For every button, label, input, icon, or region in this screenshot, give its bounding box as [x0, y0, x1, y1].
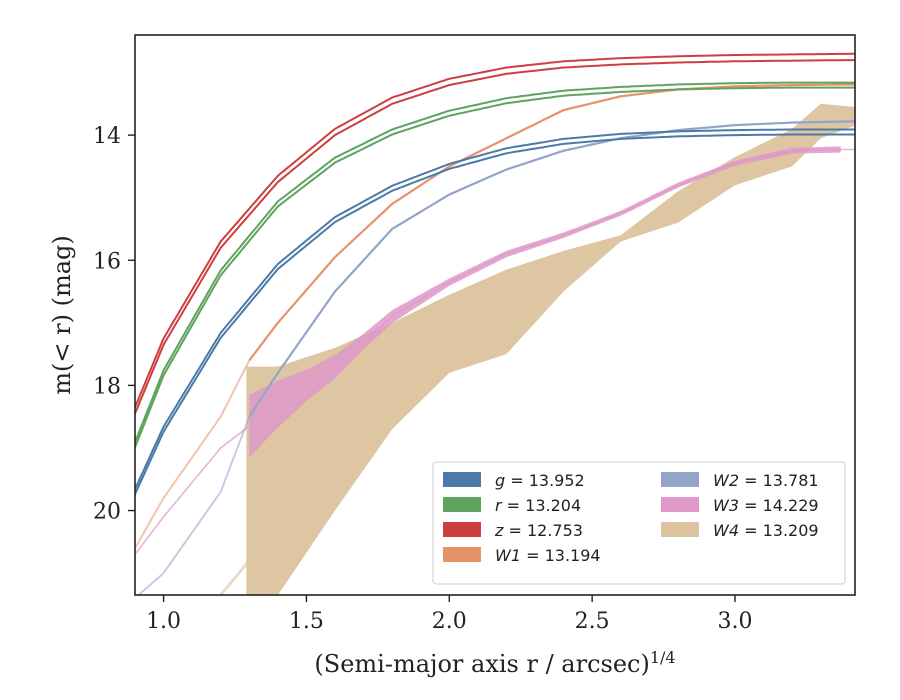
series-w1-faint [135, 359, 251, 549]
legend-entry-z: z = 12.753 [443, 521, 583, 540]
series-w2 [137, 120, 855, 595]
x-tick-label: 3.0 [718, 609, 753, 634]
series-w3-line [135, 148, 855, 555]
x-axis-label: (Semi-major axis r / arcsec)1/4 [314, 648, 675, 678]
series-z-upper [135, 52, 855, 408]
legend-label-g: g = 13.952 [495, 471, 585, 490]
series-z-lower [135, 59, 855, 414]
legend-entry-w2: W2 = 13.781 [661, 471, 819, 490]
series-w3 [135, 146, 855, 555]
legend-label-w1: W1 = 13.194 [495, 546, 601, 565]
series-r [135, 81, 855, 448]
legend-label-w3: W3 = 14.229 [713, 496, 819, 515]
y-axis: 14 16 18 20 [93, 124, 135, 525]
y-tick-label: 14 [93, 124, 121, 149]
y-tick-label: 18 [93, 374, 121, 399]
legend-swatch-w2 [661, 472, 699, 487]
y-axis-label: m(< r) (mag) [48, 235, 76, 394]
series-r-lower [135, 86, 855, 448]
legend-label-z: z = 12.753 [494, 521, 583, 540]
legend-entry-r: r = 13.204 [443, 496, 581, 515]
legend-swatch-z [443, 522, 481, 537]
series-g-upper [135, 128, 855, 490]
legend-swatch-w4 [661, 522, 699, 537]
legend: g = 13.952 r = 13.204 z = 12.753 W1 = 13.19… [432, 461, 846, 585]
legend-swatch-w1 [443, 547, 481, 562]
series-z [135, 52, 855, 414]
legend-label-w2: W2 = 13.781 [713, 471, 819, 490]
x-tick-label: 2.5 [575, 609, 610, 634]
series-r-upper [135, 81, 855, 443]
legend-entry-g: g = 13.952 [443, 471, 585, 490]
series-w2-faint [137, 416, 251, 595]
legend-swatch-w3 [661, 497, 699, 512]
series-w2-line [248, 120, 855, 418]
legend-entry-w1: W1 = 13.194 [443, 546, 601, 565]
series-g [135, 128, 855, 495]
series-g-lower [135, 133, 855, 495]
legend-swatch-r [443, 497, 481, 512]
plot-area [135, 52, 855, 595]
y-tick-label: 16 [93, 249, 121, 274]
legend-entry-w3: W3 = 14.229 [661, 496, 819, 515]
x-tick-label: 1.5 [289, 609, 324, 634]
plot-frame [134, 34, 856, 596]
legend-box [432, 461, 846, 585]
legend-swatch-g [443, 472, 481, 487]
legend-label-r: r = 13.204 [495, 496, 581, 515]
y-tick-label: 20 [93, 500, 121, 525]
series-w1-line [248, 83, 855, 362]
x-axis: 1.0 1.5 2.0 2.5 3.0 [146, 595, 753, 634]
series-w1 [135, 83, 855, 549]
legend-label-w4: W4 = 13.209 [713, 521, 819, 540]
x-tick-label: 1.0 [146, 609, 181, 634]
x-tick-label: 2.0 [432, 609, 467, 634]
series-w4-faint [219, 559, 251, 595]
legend-entry-w4: W4 = 13.209 [661, 521, 819, 540]
